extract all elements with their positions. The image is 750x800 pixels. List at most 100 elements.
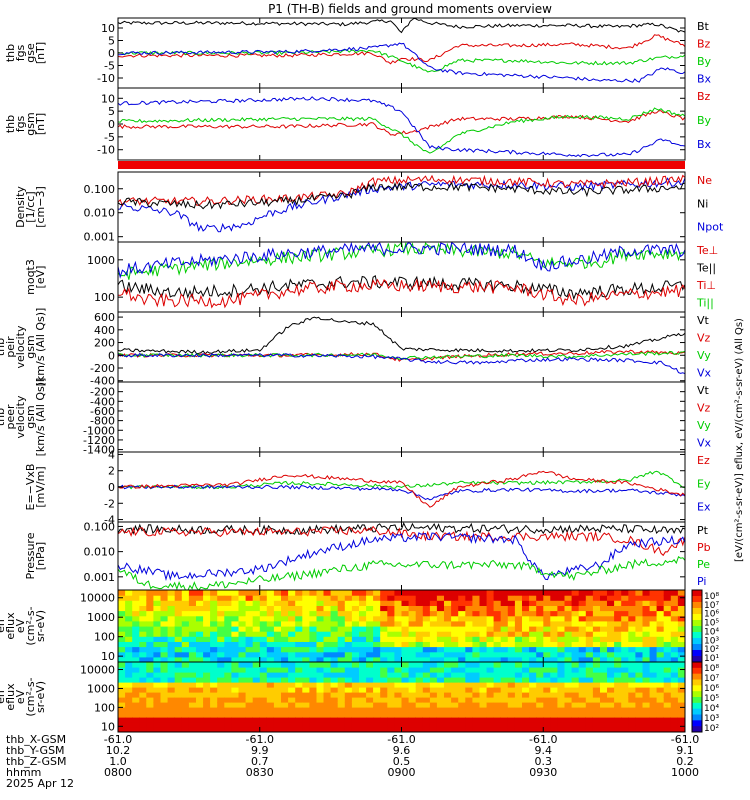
ephem-x-4: -61.0 [671, 733, 699, 746]
panel-frame-p5 [117, 311, 686, 383]
ephem-z-4: 0.2 [676, 755, 694, 768]
colorbar-swatch-p9-1 [692, 596, 702, 603]
series-line-p4-1 [118, 242, 685, 279]
legend-p8-3: Pi [697, 575, 706, 588]
colorbar-swatch-p9-11 [692, 656, 702, 663]
ytick-label-p2-0: 10 [101, 92, 115, 105]
ylabel-p8-1: [nPa] [34, 542, 47, 570]
ylabel-p4-0: moqt3 [24, 259, 37, 295]
ylabel-p10-5: (cm²-s- [24, 677, 37, 716]
ytick-label-p8-1: 0.010 [84, 546, 116, 559]
ylabel-p9-6: sr-eV) [34, 610, 47, 642]
ylabel-p9-4: eV [14, 618, 27, 633]
legend-p4-1: Te|| [696, 262, 716, 275]
ytick-label-p7-3: -2 [104, 497, 115, 510]
legend-p2-0: Bz [697, 90, 711, 103]
ylabel-p5-0: thb [0, 338, 7, 356]
ylabel-p6-2: velocity [14, 395, 27, 438]
colorbar-swatch-p10-11 [692, 726, 702, 733]
panel-frame-p2 [117, 87, 686, 161]
colorbar-tick-p10-6: 10² [704, 724, 719, 734]
ylabel-p7-0: E=−VxB [24, 464, 37, 511]
ytick-label-p5-0: 600 [94, 311, 115, 324]
ephem-time-1: 0830 [246, 766, 274, 779]
ytick-label-p9-0: 10000 [80, 592, 115, 605]
ephem-time-3: 0930 [529, 766, 557, 779]
legend-p7-1: Ey [697, 477, 711, 490]
colorbar-label: [eV/(cm²-s-sr-eV)] eflux, eV/(cm²-s-sr-e… [734, 318, 745, 562]
ylabel-p1-0: thb [4, 44, 17, 62]
series-line-p5-3 [118, 352, 685, 375]
ylabel-p1-1: fgs [14, 44, 27, 61]
series-line-p1-1 [118, 34, 685, 65]
ytick-label-p6-0: -200 [90, 386, 115, 399]
ephem-label-time: hhmm [6, 766, 41, 779]
ephem-time-4: 1000 [671, 766, 699, 779]
ytick-label-p5-3: 0 [108, 349, 115, 362]
ylabel-p5-3: gsm [24, 335, 37, 358]
ylabel-p9-5: (cm²-s- [24, 606, 37, 645]
ephem-x-0: -61.0 [104, 733, 132, 746]
series-line-p1-0 [118, 18, 685, 34]
ephem-label-z: thb_Z-GSM [6, 755, 66, 768]
ephem-x-2: -61.0 [387, 733, 415, 746]
ytick-label-p9-1: 1000 [87, 611, 115, 624]
ytick-label-p8-2: 0.001 [84, 571, 116, 584]
colorbar-swatch-p10-2 [692, 673, 702, 680]
ylabel-p9-3: eflux [4, 612, 17, 640]
ylabel-p6-1: peer [4, 404, 17, 430]
legend-p4-2: Ti⊥ [696, 279, 716, 292]
legend-p1-3: Bx [697, 73, 712, 86]
ytick-label-p5-1: 400 [94, 324, 115, 337]
panel-p4: 1000 100 moqt3[eV] Te⊥ Te|| Ti⊥ Ti|| [24, 241, 718, 313]
ytick-label-p9-3: 10 [101, 650, 115, 663]
ephem-z-2: 0.5 [393, 755, 411, 768]
legend-p7-2: Ex [697, 501, 711, 514]
colorbar-swatch-p10-0 [692, 662, 702, 669]
ephem-y-3: 9.4 [535, 744, 553, 757]
colorbar-swatch-p9-10 [692, 650, 702, 657]
legend-p5-1: Vz [697, 332, 711, 345]
ephem-label-x: thb_X-GSM [6, 733, 66, 746]
legend-p5-3: Vx [697, 367, 712, 380]
colorbar-swatch-p10-1 [692, 667, 702, 675]
series-line-p5-0 [118, 316, 685, 355]
colorbar-swatch-p9-2 [692, 602, 702, 609]
ytick-label-p3-1: 0.010 [84, 207, 116, 220]
series-line-p3-2 [118, 181, 685, 210]
colorbar-swatch-p10-3 [692, 679, 702, 686]
ytick-label-p8-0: 0.100 [84, 520, 116, 533]
ephemeris-axis: thb_X-GSM thb_Y-GSM thb_Z-GSM hhmm 2025 … [6, 733, 699, 790]
spectrogram-p10 [118, 662, 685, 732]
colorbar-tick-p9-6: 10² [704, 645, 719, 655]
ytick-label-p7-1: 2 [108, 465, 115, 478]
legend-p6-2: Vy [697, 419, 711, 432]
ytick-label-p7-4: -4 [104, 514, 115, 527]
ytick-label-p1-1: 5 [108, 35, 115, 48]
ytick-label-p5-2: 200 [94, 337, 115, 350]
ytick-label-p10-2: 100 [94, 701, 115, 714]
ephem-label-y: thb_Y-GSM [6, 744, 65, 757]
legend-p8-2: Pe [697, 558, 710, 571]
legend-p2-1: By [697, 114, 712, 127]
ylabel-p2-1: fgs [14, 115, 27, 132]
colorbar-tick-p9-2: 10⁶ [704, 610, 719, 620]
ytick-label-p6-2: -600 [90, 405, 115, 418]
colorbar-swatch-p9-3 [692, 608, 702, 615]
ytick-label-p2-1: 5 [108, 105, 115, 118]
colorbar-swatch-p9-9 [692, 644, 702, 651]
ephem-y-2: 9.6 [393, 744, 411, 757]
ytick-label-p2-2: 0 [108, 118, 115, 131]
panel-p9: 10000100010010thbpeirenefluxeV(cm²-s-sr-… [0, 589, 686, 663]
ytick-label-p6-1: -400 [90, 395, 115, 408]
legend-p8-0: Pt [697, 524, 709, 537]
legend-p1-1: Bz [697, 38, 711, 51]
ylabel-p10-3: eflux [4, 683, 17, 711]
series-line-p2-2 [118, 96, 685, 158]
series-line-p3-0 [118, 177, 685, 233]
ylabel-p6-0: thb [0, 408, 7, 426]
colorbar-frame-p10 [691, 661, 703, 733]
colorbar-tick-p10-1: 10⁷ [704, 674, 719, 684]
colorbar-swatch-p9-5 [692, 620, 702, 627]
